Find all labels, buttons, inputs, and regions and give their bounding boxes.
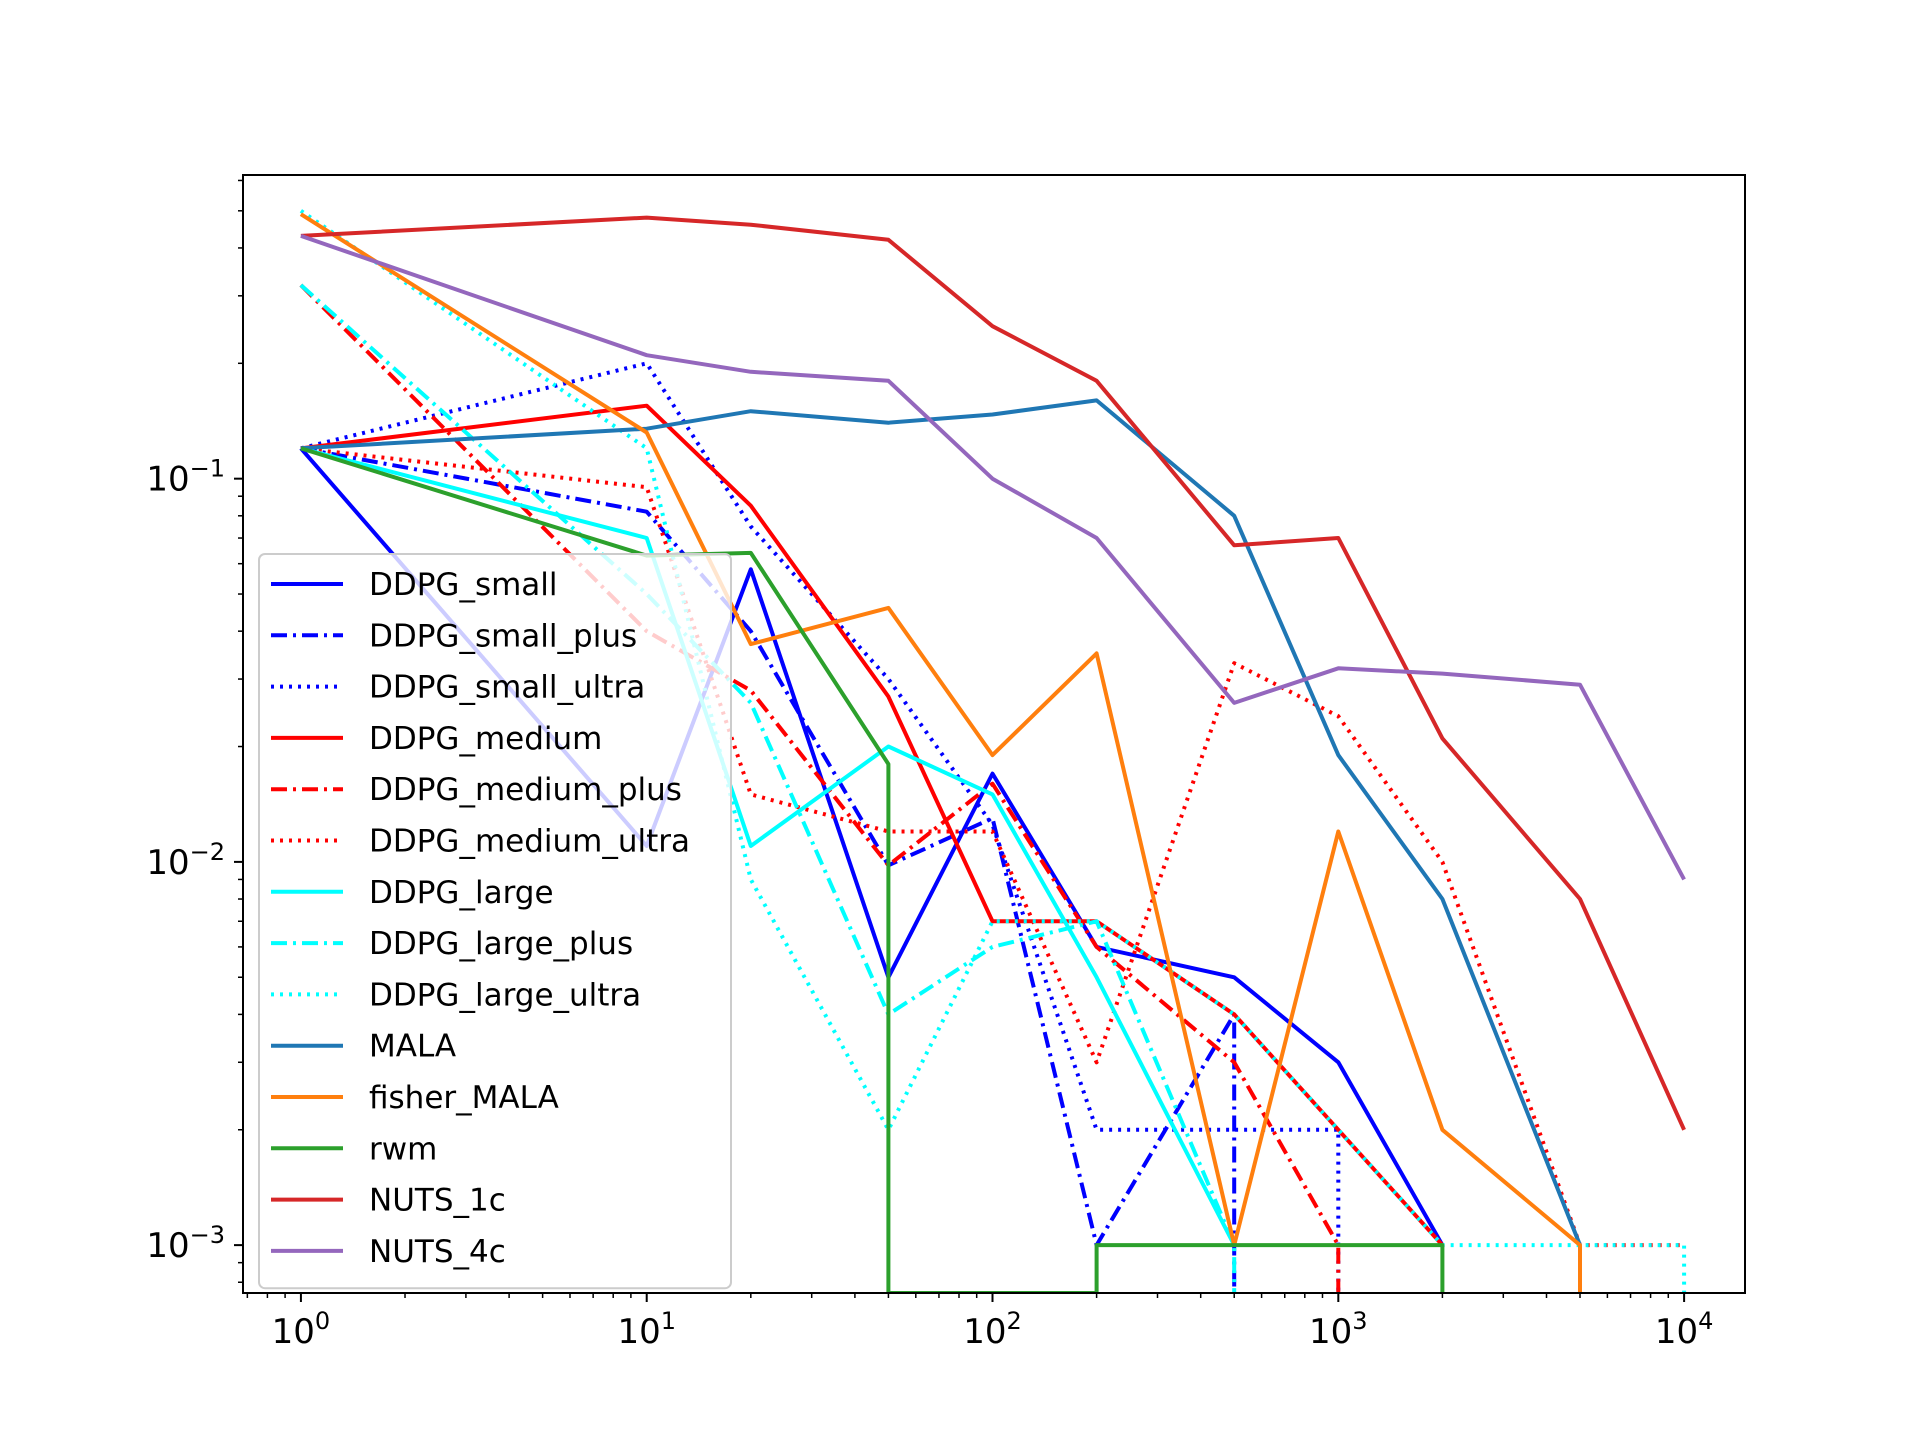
series-line-nuts-4c bbox=[300, 234, 1686, 881]
x-tick-label: 100 bbox=[272, 1307, 331, 1352]
legend-label: DDPG_small bbox=[369, 567, 558, 603]
series-line-ddpg-medium-ultra bbox=[300, 446, 1685, 1248]
legend-label: rwm bbox=[369, 1131, 437, 1167]
x-tick-label: 103 bbox=[1309, 1307, 1368, 1352]
series-line-ddpg-large-ultra bbox=[299, 209, 1687, 1293]
legend-label: DDPG_large bbox=[369, 875, 554, 911]
legend: DDPG_small DDPG_small_plus DDPG_small_ultr… bbox=[258, 553, 732, 1290]
legend-label: NUTS_4c bbox=[369, 1234, 506, 1270]
ticks-layer: 100 101 102 103 104 10−3 10−2 10−1 bbox=[146, 179, 1714, 1352]
legend-label: DDPG_medium_plus bbox=[369, 772, 682, 808]
legend-label: DDPG_medium_ultra bbox=[369, 824, 690, 860]
y-tick-label: 10−3 bbox=[146, 1221, 225, 1266]
series-line-mala bbox=[300, 398, 1582, 1246]
x-tick-label: 102 bbox=[963, 1307, 1022, 1352]
y-tick-label: 10−2 bbox=[146, 838, 225, 883]
legend-label: DDPG_large_plus bbox=[369, 926, 633, 962]
legend-label: MALA bbox=[369, 1029, 456, 1065]
legend-label: DDPG_medium bbox=[369, 721, 602, 757]
series-line-ddpg-small-plus bbox=[300, 446, 1237, 1293]
x-tick-label: 101 bbox=[617, 1307, 676, 1352]
legend-label: DDPG_small_plus bbox=[369, 618, 637, 654]
legend-label: fisher_MALA bbox=[369, 1080, 559, 1116]
legend-label: DDPG_large_ultra bbox=[369, 977, 641, 1013]
plot-frame bbox=[242, 174, 1746, 1294]
x-tick-label: 104 bbox=[1655, 1307, 1714, 1352]
series-line-nuts-1c bbox=[300, 215, 1686, 1131]
legend-label: DDPG_small_ultra bbox=[369, 670, 645, 706]
legend-frame bbox=[258, 553, 732, 1290]
series-line-ddpg-large bbox=[300, 446, 1236, 1247]
y-tick-label: 10−1 bbox=[146, 455, 225, 500]
legend-label: NUTS_1c bbox=[369, 1183, 506, 1219]
